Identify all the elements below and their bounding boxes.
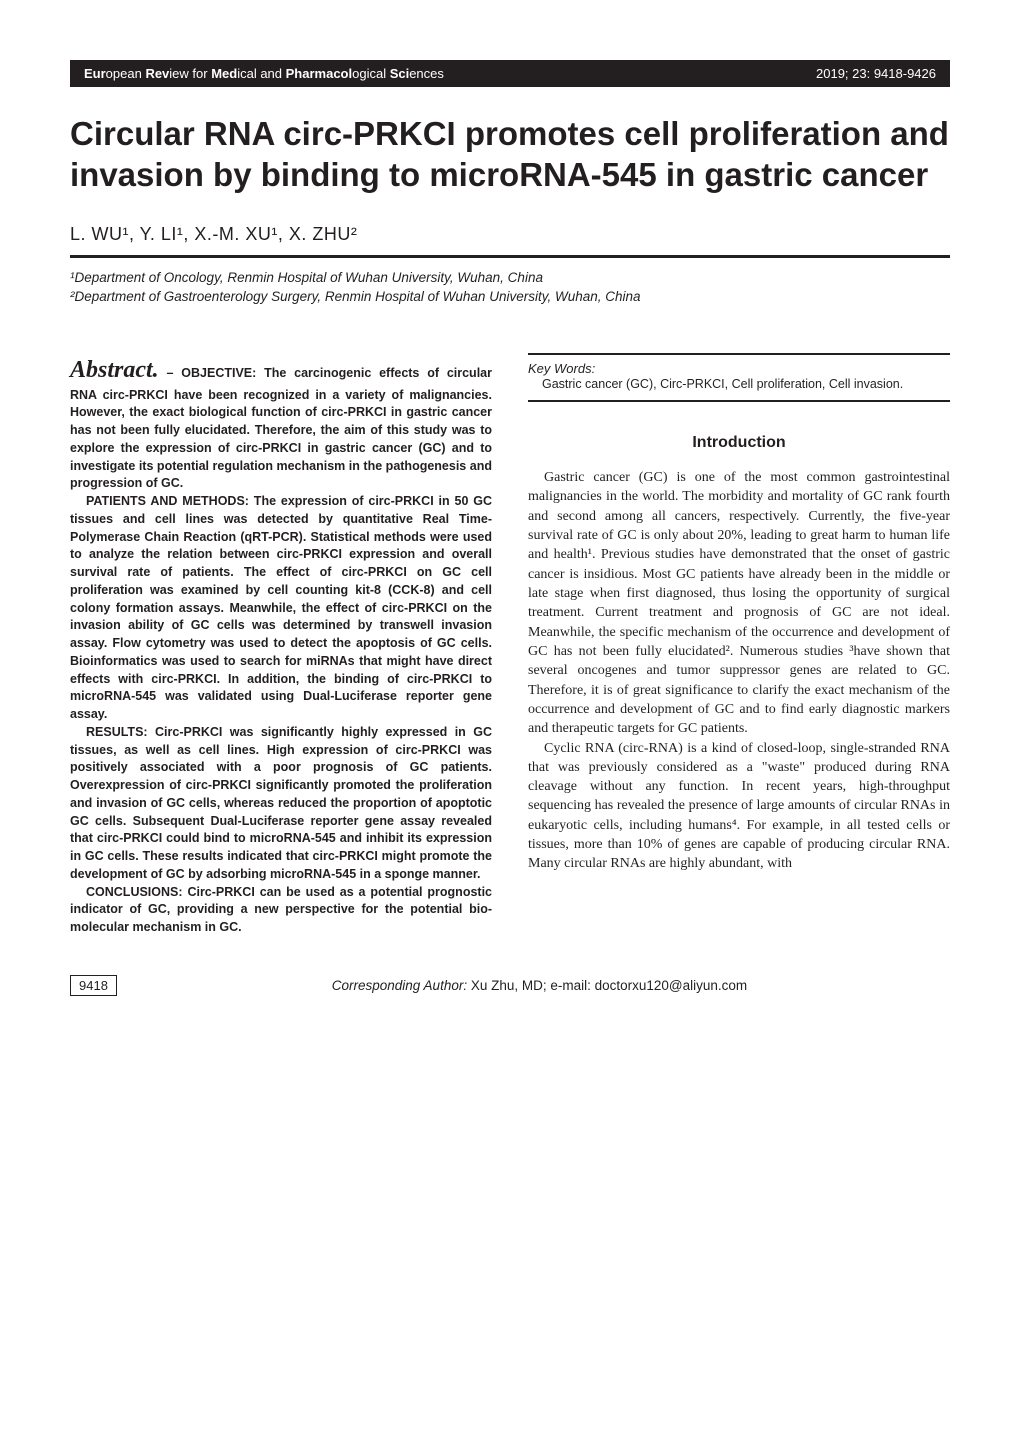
- affiliation-2: ²Department of Gastroenterology Surgery,…: [70, 287, 950, 307]
- introduction-body: Gastric cancer (GC) is one of the most c…: [528, 468, 950, 874]
- abstract-block: Abstract. – OBJECTIVE: The carcinogenic …: [70, 353, 492, 937]
- author-rule: [70, 255, 950, 258]
- keywords-block: Key Words: Gastric cancer (GC), Circ-PRK…: [528, 353, 950, 403]
- article-title: Circular RNA circ-PRKCI promotes cell pr…: [70, 113, 950, 196]
- journal-header-bar: European Review for Medical and Pharmaco…: [70, 60, 950, 87]
- left-column: Abstract. – OBJECTIVE: The carcinogenic …: [70, 353, 492, 937]
- corresponding-author: Corresponding Author: Xu Zhu, MD; e-mail…: [129, 978, 950, 993]
- patients-methods-label: PATIENTS AND METHODS:: [86, 494, 249, 508]
- intro-paragraph-1: Gastric cancer (GC) is one of the most c…: [528, 468, 950, 738]
- page-number: 9418: [70, 975, 117, 996]
- issue-info: 2019; 23: 9418-9426: [816, 66, 936, 81]
- abstract-objective: The carcinogenic effects of circular RNA…: [70, 366, 492, 491]
- objective-label: – OBJECTIVE:: [159, 366, 257, 380]
- conclusions-label: CONCLUSIONS:: [86, 885, 183, 899]
- corresponding-text: Xu Zhu, MD; e-mail: doctorxu120@aliyun.c…: [467, 978, 747, 993]
- right-column: Key Words: Gastric cancer (GC), Circ-PRK…: [528, 353, 950, 937]
- journal-bold-1: Eur: [84, 66, 106, 81]
- author-list: L. WU¹, Y. LI¹, X.-M. XU¹, X. ZHU²: [70, 224, 950, 245]
- corresponding-label: Corresponding Author:: [332, 978, 467, 993]
- journal-bold-5: Sci: [390, 66, 410, 81]
- affiliation-1: ¹Department of Oncology, Renmin Hospital…: [70, 268, 950, 288]
- journal-bold-4: Pharmacol: [286, 66, 352, 81]
- journal-name: European Review for Medical and Pharmaco…: [84, 66, 444, 81]
- affiliations: ¹Department of Oncology, Renmin Hospital…: [70, 268, 950, 307]
- journal-bold-2: Rev: [145, 66, 169, 81]
- journal-plain-3: ical and: [237, 66, 285, 81]
- journal-plain-5: ences: [409, 66, 444, 81]
- journal-plain-1: opean: [106, 66, 146, 81]
- keywords-text: Gastric cancer (GC), Circ-PRKCI, Cell pr…: [528, 376, 950, 394]
- keywords-label: Key Words:: [528, 361, 950, 376]
- journal-bold-3: Med: [211, 66, 237, 81]
- intro-paragraph-2: Cyclic RNA (circ-RNA) is a kind of close…: [528, 739, 950, 874]
- results-label: RESULTS:: [86, 725, 148, 739]
- abstract-label: Abstract.: [70, 357, 159, 383]
- two-column-layout: Abstract. – OBJECTIVE: The carcinogenic …: [70, 353, 950, 937]
- introduction-heading: Introduction: [528, 434, 950, 452]
- abstract-results: Circ-PRKCI was significantly highly expr…: [70, 725, 492, 881]
- page-footer: 9418 Corresponding Author: Xu Zhu, MD; e…: [70, 975, 950, 996]
- journal-plain-4: ogical: [352, 66, 390, 81]
- keywords-rule-top: [528, 353, 950, 356]
- keywords-rule-bottom: [528, 400, 950, 403]
- abstract-patients-methods: The expression of circ-PRKCI in 50 GC ti…: [70, 494, 492, 721]
- journal-plain-2: iew for: [169, 66, 211, 81]
